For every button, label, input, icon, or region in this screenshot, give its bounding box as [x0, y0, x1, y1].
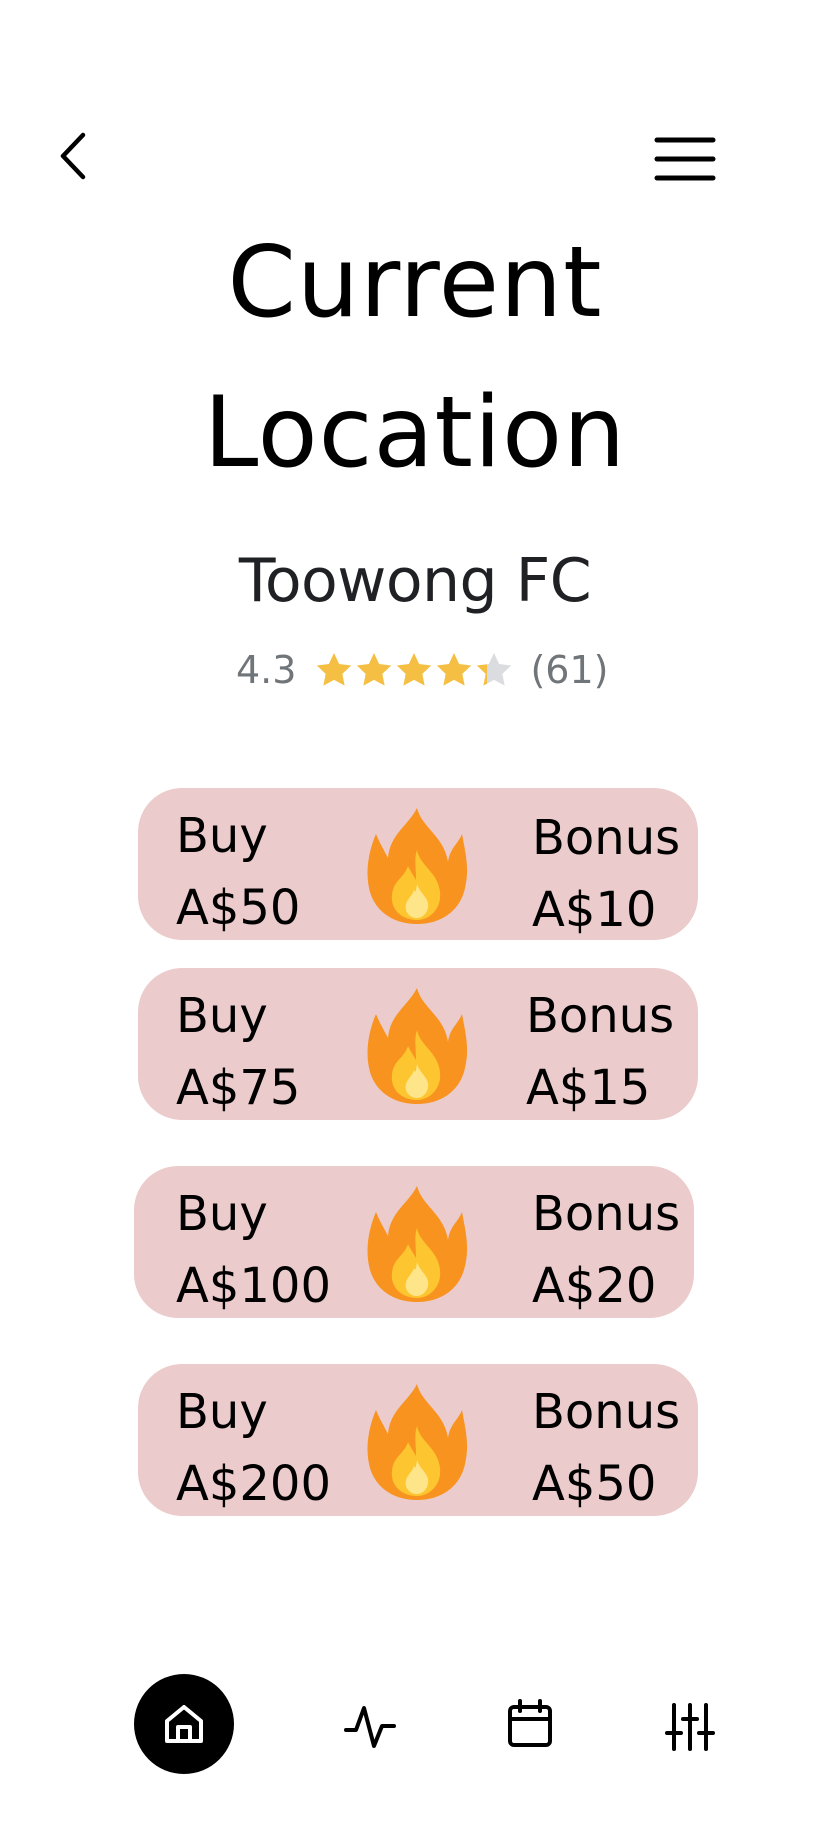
bonus-amount: A$20: [532, 1258, 657, 1314]
page-title-line-1: Current: [227, 226, 603, 340]
nav-settings-button[interactable]: [660, 1697, 720, 1757]
fire-icon: [367, 1384, 468, 1500]
nav-calendar-button[interactable]: [500, 1694, 560, 1754]
bonus-label: Bonus: [526, 988, 675, 1044]
offer-bonus: Bonus A$15: [526, 980, 674, 1124]
buy-label: Buy: [176, 1384, 268, 1440]
buy-label: Buy: [176, 988, 268, 1044]
nav-activity-button[interactable]: [340, 1697, 400, 1757]
buy-amount: A$75: [176, 1060, 301, 1116]
calendar-icon: [508, 1699, 552, 1747]
bonus-amount: A$50: [532, 1456, 657, 1512]
star-icon: [397, 653, 432, 686]
star-icon: [477, 653, 512, 686]
offer-buy: Buy A$75: [176, 980, 300, 1124]
fire-icon: [367, 988, 468, 1104]
offer-bonus: Bonus A$10: [532, 802, 680, 946]
fire-icon: [367, 808, 468, 924]
activity-icon: [344, 1706, 396, 1748]
star-icon: [317, 653, 352, 686]
menu-button[interactable]: [654, 134, 716, 184]
page-title-line-2: Location: [203, 376, 627, 490]
offer-card[interactable]: Buy A$75 Bonus A$15: [138, 968, 698, 1120]
offer-buy: Buy A$50: [176, 800, 300, 944]
offer-card[interactable]: Buy A$200 Bonus A$50: [138, 1364, 698, 1516]
rating-stars: [314, 650, 514, 690]
chevron-left-icon: [60, 132, 86, 180]
venue-rating: 4.3 (61): [236, 646, 608, 694]
venue-name: Toowong FC: [238, 546, 592, 616]
hamburger-menu-icon: [654, 137, 716, 181]
buy-label: Buy: [176, 1186, 268, 1242]
offer-bonus: Bonus A$50: [532, 1376, 680, 1520]
rating-value: 4.3: [236, 648, 297, 692]
sliders-icon: [665, 1703, 715, 1751]
back-button[interactable]: [50, 128, 94, 184]
bonus-label: Bonus: [532, 1186, 681, 1242]
star-icon: [357, 653, 392, 686]
offer-bonus: Bonus A$20: [532, 1178, 680, 1322]
buy-amount: A$100: [176, 1258, 331, 1314]
bonus-label: Bonus: [532, 810, 681, 866]
buy-label: Buy: [176, 808, 268, 864]
nav-home-button[interactable]: [134, 1674, 234, 1774]
bonus-label: Bonus: [532, 1384, 681, 1440]
offer-buy: Buy A$200: [176, 1376, 331, 1520]
star-icon: [437, 653, 472, 686]
bonus-amount: A$15: [526, 1060, 651, 1116]
buy-amount: A$200: [176, 1456, 331, 1512]
fire-icon: [367, 1186, 468, 1302]
review-count: (61): [530, 648, 609, 692]
offer-card[interactable]: Buy A$100 Bonus A$20: [134, 1166, 694, 1318]
buy-amount: A$50: [176, 880, 301, 936]
offer-buy: Buy A$100: [176, 1178, 331, 1322]
bonus-amount: A$10: [532, 882, 657, 938]
home-icon: [165, 1705, 203, 1743]
offer-card[interactable]: Buy A$50 Bonus A$10: [138, 788, 698, 940]
